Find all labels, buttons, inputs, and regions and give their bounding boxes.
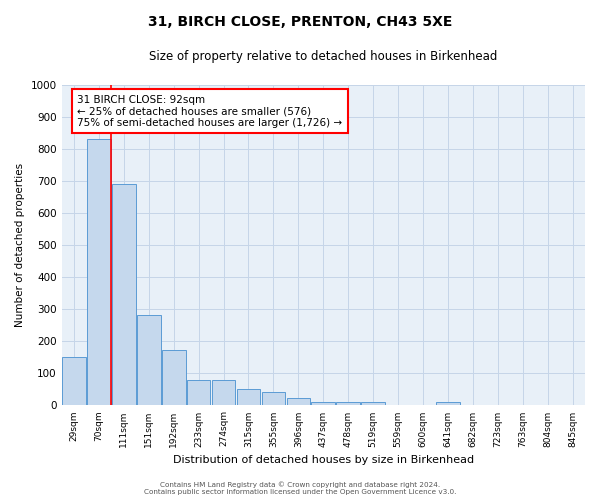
Bar bbox=[87, 140, 111, 406]
Bar bbox=[311, 402, 335, 406]
Bar bbox=[212, 380, 235, 406]
Bar bbox=[187, 380, 211, 406]
Bar bbox=[337, 402, 360, 406]
Bar bbox=[236, 389, 260, 406]
Bar bbox=[361, 402, 385, 406]
Y-axis label: Number of detached properties: Number of detached properties bbox=[15, 163, 25, 328]
Bar bbox=[137, 314, 161, 406]
X-axis label: Distribution of detached houses by size in Birkenhead: Distribution of detached houses by size … bbox=[173, 455, 474, 465]
Bar bbox=[262, 392, 285, 406]
Text: Contains HM Land Registry data © Crown copyright and database right 2024.
Contai: Contains HM Land Registry data © Crown c… bbox=[144, 482, 456, 495]
Bar bbox=[162, 350, 185, 406]
Bar bbox=[436, 402, 460, 406]
Title: Size of property relative to detached houses in Birkenhead: Size of property relative to detached ho… bbox=[149, 50, 497, 63]
Bar bbox=[62, 358, 86, 406]
Bar bbox=[112, 184, 136, 406]
Bar bbox=[287, 398, 310, 406]
Text: 31, BIRCH CLOSE, PRENTON, CH43 5XE: 31, BIRCH CLOSE, PRENTON, CH43 5XE bbox=[148, 15, 452, 29]
Text: 31 BIRCH CLOSE: 92sqm
← 25% of detached houses are smaller (576)
75% of semi-det: 31 BIRCH CLOSE: 92sqm ← 25% of detached … bbox=[77, 94, 343, 128]
